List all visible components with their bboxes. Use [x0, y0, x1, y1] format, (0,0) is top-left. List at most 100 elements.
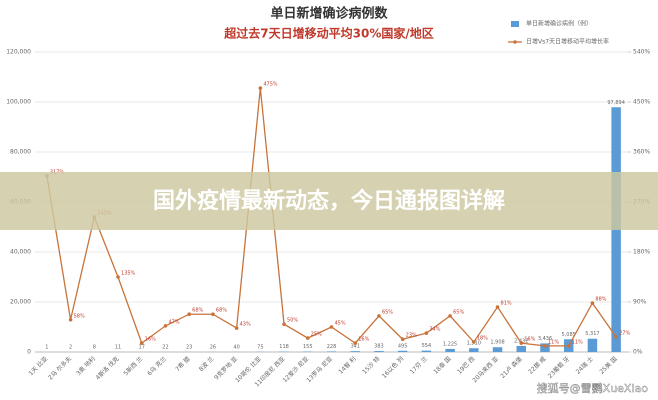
bar — [397, 350, 408, 352]
line-marker — [519, 341, 524, 345]
y-tick-label: 20,000 — [10, 299, 31, 306]
bar-value-label: 2 — [69, 344, 72, 350]
line-value-label: 88% — [595, 297, 606, 303]
line-value-label: 65% — [453, 309, 464, 315]
line-value-label: 11% — [548, 339, 559, 345]
bar — [374, 351, 384, 352]
line-value-label: 58% — [74, 313, 85, 319]
line-marker — [187, 312, 191, 317]
line-marker — [329, 325, 334, 329]
legend-label: 日增Vs7天日增移动平均增长率 — [526, 38, 609, 46]
line-marker — [353, 341, 358, 345]
bar-value-label: 228 — [327, 344, 337, 350]
bar-value-label: 118 — [279, 344, 289, 350]
line-value-label: 16% — [358, 337, 369, 343]
line-value-label: 475% — [263, 82, 278, 88]
bar-value-label: 22 — [162, 344, 168, 350]
y-tick-label: 120,000 — [6, 49, 31, 56]
y-tick-label: 40,000 — [10, 249, 31, 256]
line-marker — [566, 344, 571, 348]
line-value-label: 11% — [572, 339, 583, 345]
bar-value-label: 5,085 — [562, 332, 576, 338]
watermark: 搜狐号@雪鹦XueXiao — [537, 381, 649, 395]
bar-value-label: 155 — [303, 344, 313, 350]
bar-value-label: 383 — [374, 344, 384, 350]
line-value-label: 16% — [524, 337, 535, 343]
bar — [445, 348, 455, 352]
bar — [350, 351, 360, 352]
y2-tick-label: 450% — [633, 99, 650, 106]
y2-tick-label: 540% — [633, 49, 650, 56]
line-value-label: 34% — [429, 327, 440, 333]
line-value-label: 43% — [240, 322, 251, 328]
legend-marker — [513, 40, 517, 44]
bar — [587, 338, 598, 352]
bar-value-label: 8 — [93, 344, 96, 350]
bar-value-label: 3,436 — [538, 336, 552, 342]
bar-value-label: 1,908 — [490, 340, 504, 346]
bar-value-label: 17 — [139, 344, 145, 350]
bar-value-label: 1 — [45, 344, 48, 350]
y-tick-label: 0 — [27, 349, 31, 356]
line-marker — [424, 331, 429, 335]
bar-value-label: 11 — [115, 344, 121, 350]
chart-title: 单日新增确诊病例数 — [270, 6, 388, 22]
line-marker — [495, 305, 500, 309]
bar-value-label: 554 — [422, 343, 432, 349]
line-marker — [472, 340, 476, 344]
line-marker — [116, 275, 120, 279]
line-marker — [590, 301, 595, 305]
line-value-label: 50% — [287, 318, 298, 324]
line-marker — [258, 86, 263, 90]
chart-subtitle: 超过去7天日增移动平均30%国家/地区 — [223, 26, 433, 41]
y2-tick-label: 90% — [633, 299, 647, 306]
bar — [326, 351, 337, 352]
y-tick-label: 80,000 — [10, 149, 31, 156]
line-value-label: 68% — [216, 308, 227, 314]
line-marker — [305, 336, 310, 340]
bar-value-label: 40 — [233, 344, 239, 350]
bar-value-label: 26 — [210, 344, 216, 350]
line-marker — [614, 335, 618, 339]
line-marker — [282, 322, 286, 327]
line-marker — [543, 344, 547, 348]
line-marker — [139, 341, 144, 345]
y2-tick-label: 360% — [633, 149, 650, 156]
line-value-label: 65% — [382, 309, 393, 315]
line-marker — [377, 314, 381, 318]
line-value-label: 81% — [501, 301, 512, 307]
bar — [421, 350, 432, 352]
bar-value-label: 23 — [186, 344, 192, 350]
line-marker — [163, 324, 168, 328]
line-marker — [448, 314, 452, 318]
line-value-label: 45% — [335, 321, 346, 327]
line-value-label: 68% — [192, 308, 203, 314]
line-value-label: 18% — [477, 336, 488, 342]
line-value-label: 135% — [121, 271, 136, 277]
bar-value-label: 97,894 — [607, 100, 625, 106]
bar — [469, 348, 479, 352]
bar — [516, 345, 527, 352]
bar — [540, 343, 550, 352]
bar-value-label: 75 — [257, 344, 263, 350]
bar — [492, 347, 503, 352]
bar-value-label: 5,317 — [585, 331, 599, 337]
bar-value-label: 495 — [398, 343, 408, 349]
y2-tick-label: 0% — [633, 349, 643, 356]
line-marker — [400, 337, 405, 342]
line-value-label: 25% — [311, 332, 322, 338]
overlay-band — [0, 172, 658, 230]
bar-value-label: 1,225 — [443, 341, 457, 347]
line-marker — [234, 326, 239, 330]
line-marker — [68, 317, 73, 322]
overlay-title: 国外疫情最新动态，今日通报图详解 — [153, 188, 505, 214]
legend-swatch — [511, 21, 519, 27]
line-value-label: 16% — [145, 337, 156, 343]
bar-value-label: 341 — [350, 344, 360, 350]
line-value-label: 47% — [168, 319, 179, 325]
line-value-label: 23% — [406, 333, 417, 339]
legend-label: 单日新增确诊病例（例） — [526, 20, 592, 28]
y-tick-label: 100,000 — [6, 99, 31, 106]
y2-tick-label: 180% — [633, 249, 650, 256]
